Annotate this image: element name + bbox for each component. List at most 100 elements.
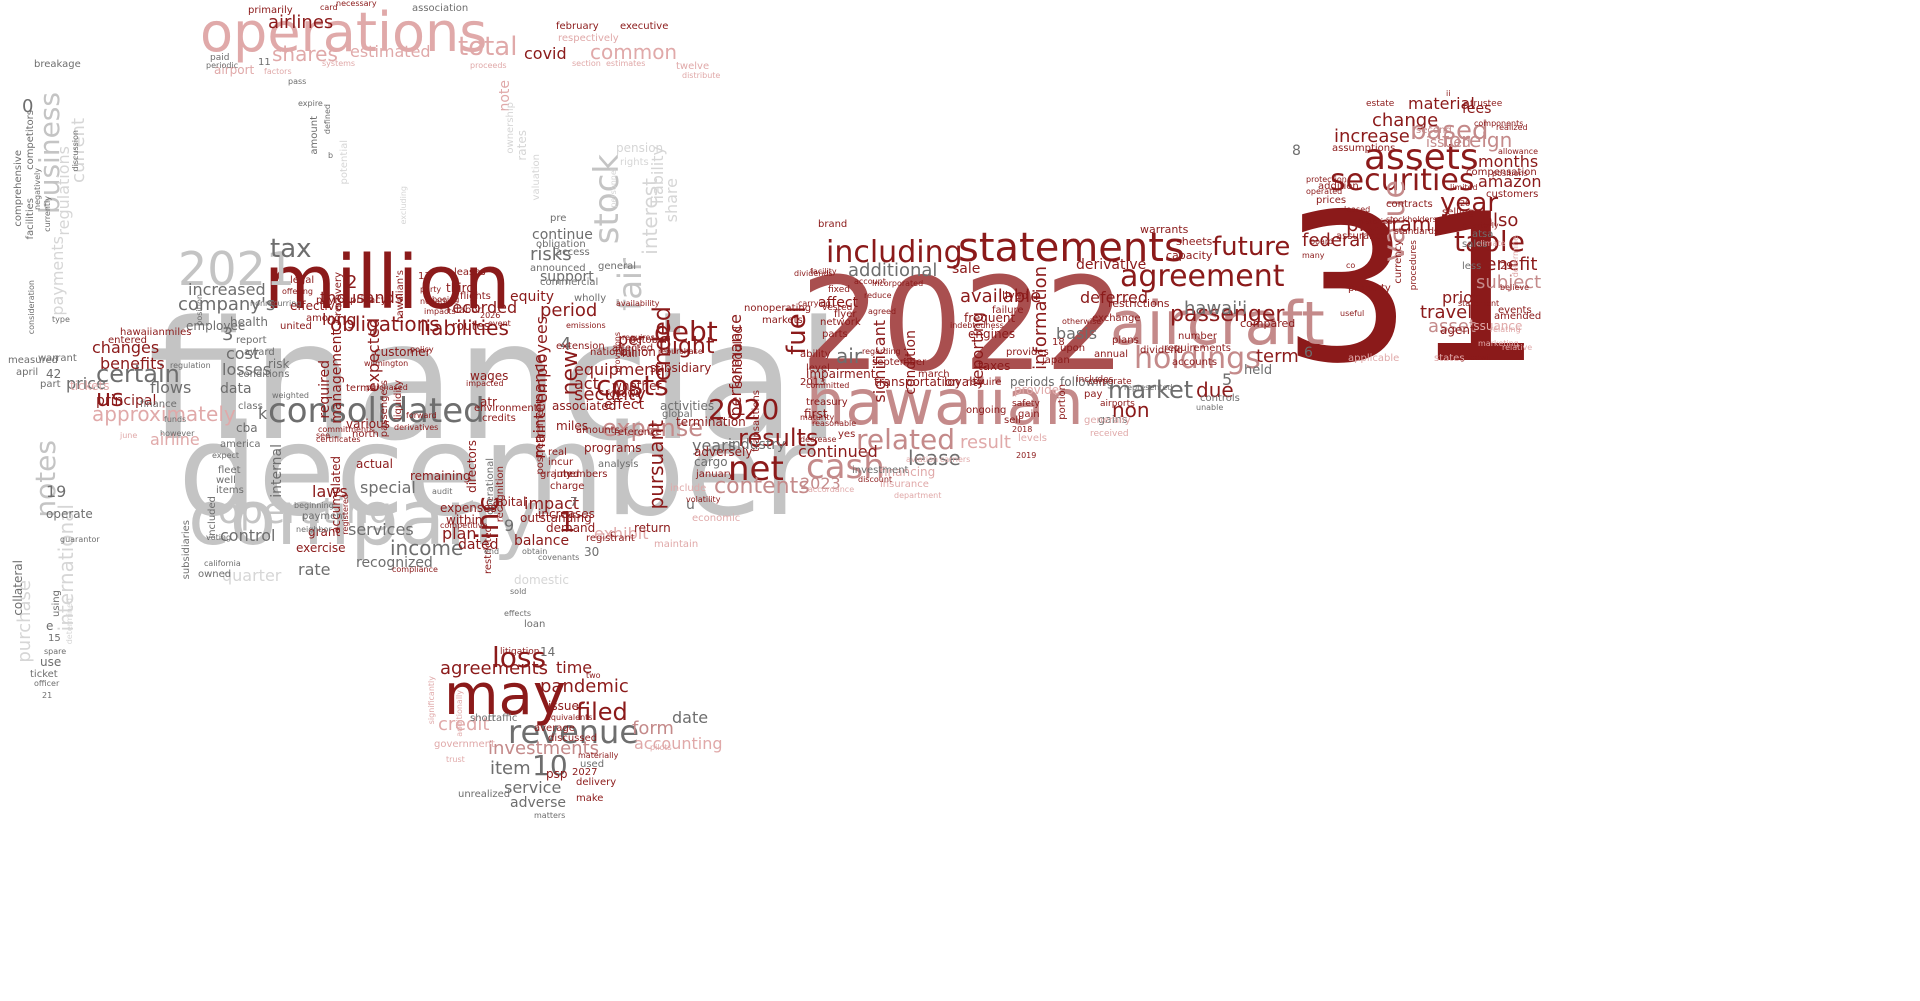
- word-december: december: [178, 397, 815, 544]
- word-health: health: [230, 315, 268, 329]
- word-determined: determined: [65, 598, 74, 645]
- word-factors: factors: [264, 67, 292, 76]
- word-marketing: marketing: [1478, 339, 1519, 348]
- word-volatility: volatility: [686, 495, 721, 504]
- word-estimated: estimated: [350, 42, 431, 61]
- word-party: party: [420, 285, 442, 294]
- word-currently: currently: [43, 196, 52, 232]
- word-issuance: issuance: [1470, 319, 1523, 333]
- word-non: non: [1112, 398, 1150, 422]
- word-associated: associated: [552, 399, 617, 413]
- word-k: k: [258, 404, 268, 423]
- word-useful: useful: [1340, 309, 1365, 318]
- word-applicable: applicable: [1348, 353, 1400, 364]
- word-data: data: [220, 381, 252, 397]
- word-end: end: [484, 547, 500, 556]
- word-equipment: equipment: [574, 360, 661, 379]
- word-y2020: 2020: [708, 393, 780, 426]
- word-n3: 3: [222, 324, 234, 345]
- word-n7: 7: [570, 495, 578, 509]
- word-include: include: [670, 483, 707, 494]
- word-n10: 10: [532, 749, 568, 782]
- word-facility: facility: [810, 267, 837, 276]
- word-securities: securities: [1330, 163, 1475, 198]
- word-addition: addition: [1318, 181, 1359, 192]
- word-real: real: [548, 447, 567, 458]
- word-periodic: periodic: [206, 61, 239, 70]
- word-registered: registered: [341, 494, 350, 535]
- word-expect: expect: [212, 451, 240, 460]
- word-rates: rates: [515, 130, 529, 161]
- word-benefit: benefit: [1474, 254, 1538, 275]
- word-statements: statements: [958, 225, 1185, 271]
- word-september: september: [872, 357, 927, 368]
- word-losses: losses: [222, 360, 272, 379]
- word-impairment: impairment: [806, 367, 876, 381]
- word-industry: industry: [728, 437, 786, 453]
- word-recorded: recorded: [446, 298, 518, 317]
- word-outstanding: outstanding: [520, 511, 592, 525]
- word-cash: cash: [806, 447, 885, 487]
- word-brand: brand: [818, 219, 848, 230]
- word-charge: charge: [550, 481, 585, 492]
- word-remaining: remaining: [410, 469, 471, 483]
- word-n13: 13: [418, 271, 431, 282]
- word-whether: whether: [612, 379, 662, 393]
- word-negative: negative: [420, 297, 455, 306]
- word-compensation: compensation: [1466, 167, 1537, 178]
- word-sales: sales: [1462, 239, 1488, 250]
- word-department: department: [894, 491, 942, 500]
- word-atr: atr: [480, 395, 497, 409]
- word-benefits: benefits: [100, 354, 165, 373]
- word-historical: historical: [1358, 217, 1395, 226]
- word-climate: climate: [1476, 239, 1506, 248]
- word-exhibit: exhibit: [594, 524, 649, 543]
- word-asset: asset: [1428, 316, 1476, 337]
- word-legal: legal: [290, 275, 315, 286]
- word-association: association: [412, 3, 469, 14]
- word-july: july: [554, 469, 572, 480]
- word-commitments: commitments: [318, 425, 374, 434]
- word-reduce: reduce: [864, 291, 892, 300]
- word-type: type: [52, 315, 70, 324]
- word-y2023: 2023: [800, 474, 841, 493]
- word-voting: voting: [206, 533, 232, 542]
- word-carriers: carriers: [940, 455, 971, 464]
- word-included: included: [207, 496, 218, 539]
- word-united: united: [280, 321, 312, 332]
- word-market: market: [1108, 376, 1194, 404]
- word-within: within: [446, 513, 483, 527]
- word-based: based: [1410, 116, 1489, 146]
- word-airports: airports: [1100, 399, 1135, 409]
- word-analysis: analysis: [598, 459, 639, 470]
- word-adverse: adverse: [510, 795, 567, 811]
- word-ticket: ticket: [30, 669, 58, 680]
- word-support: support: [540, 269, 594, 285]
- word-due: due: [1196, 378, 1234, 402]
- word-laws: laws: [312, 482, 348, 501]
- word-effect: effect: [604, 397, 645, 413]
- word-domestic: domestic: [514, 573, 569, 587]
- word-issuer: issuer: [548, 699, 584, 713]
- word-october: october: [630, 335, 669, 346]
- word-economic: economic: [692, 513, 741, 524]
- word-lived: lived: [1002, 289, 1029, 302]
- word-parts: parts: [822, 329, 848, 340]
- word-among: among: [306, 313, 341, 324]
- word-atsa: atsa: [1472, 229, 1494, 240]
- word-use: use: [40, 655, 62, 669]
- word-expenses: expenses: [440, 501, 497, 515]
- word-fees: fees: [1462, 101, 1492, 117]
- word-per: per: [618, 330, 645, 349]
- word-requirements: requirements: [1164, 343, 1231, 354]
- word-full: full: [622, 349, 638, 360]
- word-assurance: assurance: [1336, 231, 1388, 242]
- word-cargo: cargo: [694, 455, 728, 469]
- word-dividends: dividends: [794, 269, 833, 278]
- word-psp: psp: [546, 767, 568, 781]
- word-future: future: [1212, 232, 1291, 262]
- word-realized: realized: [1496, 123, 1528, 132]
- word-second: second: [1416, 125, 1452, 136]
- word-long: long: [322, 310, 357, 329]
- word-period: period: [540, 300, 598, 321]
